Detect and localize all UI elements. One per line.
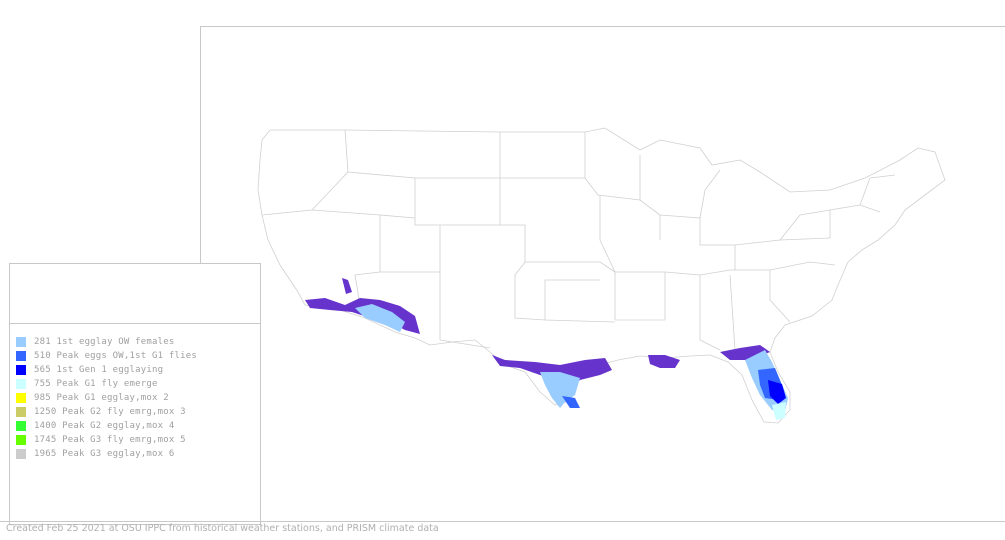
map-frame <box>200 26 1005 486</box>
legend-label: 1400 Peak G2 egglay,mox 4 <box>34 421 175 431</box>
region-281-southwest <box>355 304 405 332</box>
region-below-threshold-louisiana <box>648 355 680 368</box>
us-outline <box>257 127 946 424</box>
state-borders <box>257 127 946 424</box>
legend-swatch <box>16 435 26 445</box>
legend-header <box>10 264 260 324</box>
legend-item: 1250 Peak G2 fly emrg,mox 3 <box>16 406 186 418</box>
legend-swatch <box>16 407 26 417</box>
legend-label: 1250 Peak G2 fly emrg,mox 3 <box>34 407 186 417</box>
legend-swatch <box>16 337 26 347</box>
legend-swatch <box>16 421 26 431</box>
legend-item: 1400 Peak G2 egglay,mox 4 <box>16 420 174 432</box>
legend-label: 510 Peak eggs OW,1st G1 flies <box>34 351 197 361</box>
legend-label: 985 Peak G1 egglay,mox 2 <box>34 393 169 403</box>
region-565-florida <box>768 380 786 404</box>
region-755-florida <box>772 402 786 420</box>
legend-item: 510 Peak eggs OW,1st G1 flies <box>16 350 197 362</box>
legend-label: 1745 Peak G3 fly emrg,mox 5 <box>34 435 186 445</box>
credit-footer: Created Feb 25 2021 at OSU IPPC from his… <box>6 523 439 534</box>
region-510-texas <box>562 396 580 408</box>
legend-swatch <box>16 351 26 361</box>
legend-swatch <box>16 379 26 389</box>
legend-swatch <box>16 365 26 375</box>
legend-item: 755 Peak G1 fly emerge <box>16 378 158 390</box>
legend-item: 1965 Peak G3 egglay,mox 6 <box>16 448 174 460</box>
legend-panel: 281 1st egglay OW females 510 Peak eggs O… <box>9 263 261 525</box>
region-281-texas <box>540 372 580 408</box>
legend-item: 281 1st egglay OW females <box>16 336 174 348</box>
legend-label: 281 1st egglay OW females <box>34 337 175 347</box>
legend-item: 985 Peak G1 egglay,mox 2 <box>16 392 169 404</box>
footer-divider <box>0 521 1005 522</box>
degree-day-regions <box>305 278 788 420</box>
legend-swatch <box>16 393 26 403</box>
legend-label: 565 1st Gen 1 egglaying <box>34 365 164 375</box>
region-below-threshold-southwest <box>305 298 420 334</box>
legend-label: 755 Peak G1 fly emerge <box>34 379 158 389</box>
legend-label: 1965 Peak G3 egglay,mox 6 <box>34 449 175 459</box>
region-below-threshold-nevada <box>342 278 352 294</box>
legend-item: 565 1st Gen 1 egglaying <box>16 364 163 376</box>
legend-swatch <box>16 449 26 459</box>
legend-item: 1745 Peak G3 fly emrg,mox 5 <box>16 434 186 446</box>
